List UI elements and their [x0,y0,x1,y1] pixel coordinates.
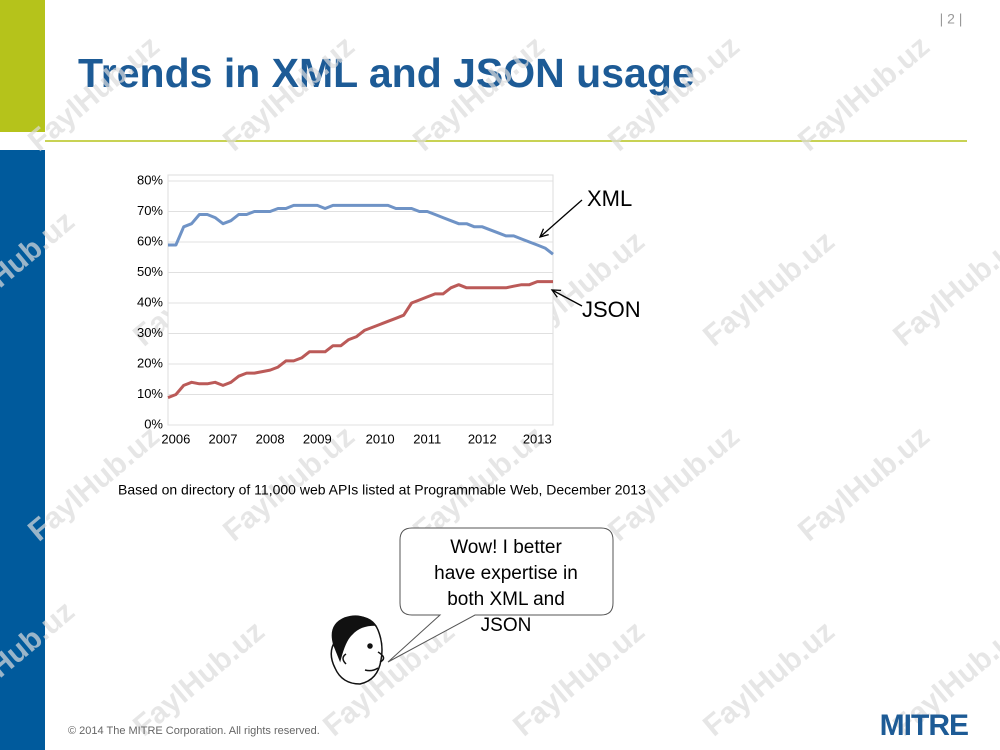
y-tick-label: 50% [137,264,163,279]
bubble-line: Wow! I better [450,537,562,558]
watermark: FaylHub.uz [127,615,271,743]
watermark: FaylHub.uz [887,225,1000,353]
series-line [168,203,554,256]
x-tick-label: 2008 [256,431,285,446]
plot-area [167,174,554,426]
page-number: | 2 | [940,11,963,27]
chart: 0% 10% 20% 30% 40% 50% 60% 70% 80% 2006 2007 2008 20… [137,172,641,446]
x-tick-label: 2007 [209,431,238,446]
y-tick-label: 40% [137,294,163,309]
slide-title: Trends in XML and JSON usage [78,50,695,96]
bubble-line: JSON [481,615,532,636]
x-tick-label: 2011 [413,431,441,446]
watermark: FaylHub.uz [792,30,936,158]
x-tick-label: 2012 [468,431,497,446]
y-tick-label: 80% [137,172,163,187]
x-tick-label: 2009 [303,431,332,446]
arrow-head [538,228,549,238]
arrow-head [550,289,562,298]
x-tick-label: 2013 [523,431,552,446]
y-tick-label: 0% [144,416,163,431]
series-line [167,280,553,399]
footer: © 2014 The MITRE Corporation. All rights… [68,725,320,737]
watermark: FaylHub.uz [697,615,841,743]
callout-arrow [539,199,583,238]
y-tick-label: 60% [137,233,163,248]
bubble-line: both XML and [447,589,565,610]
accent-bar [0,0,45,132]
watermark: FaylHub.uz [792,420,936,548]
speech-bubble [387,527,614,663]
cartoon-face [330,615,385,685]
bubble-line: have expertise in [434,563,578,584]
x-tick-label: 2006 [161,431,190,446]
logo: MITRE [880,709,968,742]
side-bar [0,150,45,750]
x-tick-label: 2010 [366,431,395,446]
y-tick-label: 20% [137,355,163,370]
bubble-text: Wow! I better have expertise in both XML a… [434,537,578,636]
y-tick-label: 10% [137,386,163,401]
series-label: JSON [582,297,641,322]
callout-arrow [551,289,583,307]
series-label: XML [587,186,632,211]
chart-caption: Based on directory of 11,000 web APIs li… [118,482,646,498]
watermark: FaylHub.uz [697,225,841,353]
y-tick-label: 30% [137,325,163,340]
y-tick-label: 70% [137,203,163,218]
